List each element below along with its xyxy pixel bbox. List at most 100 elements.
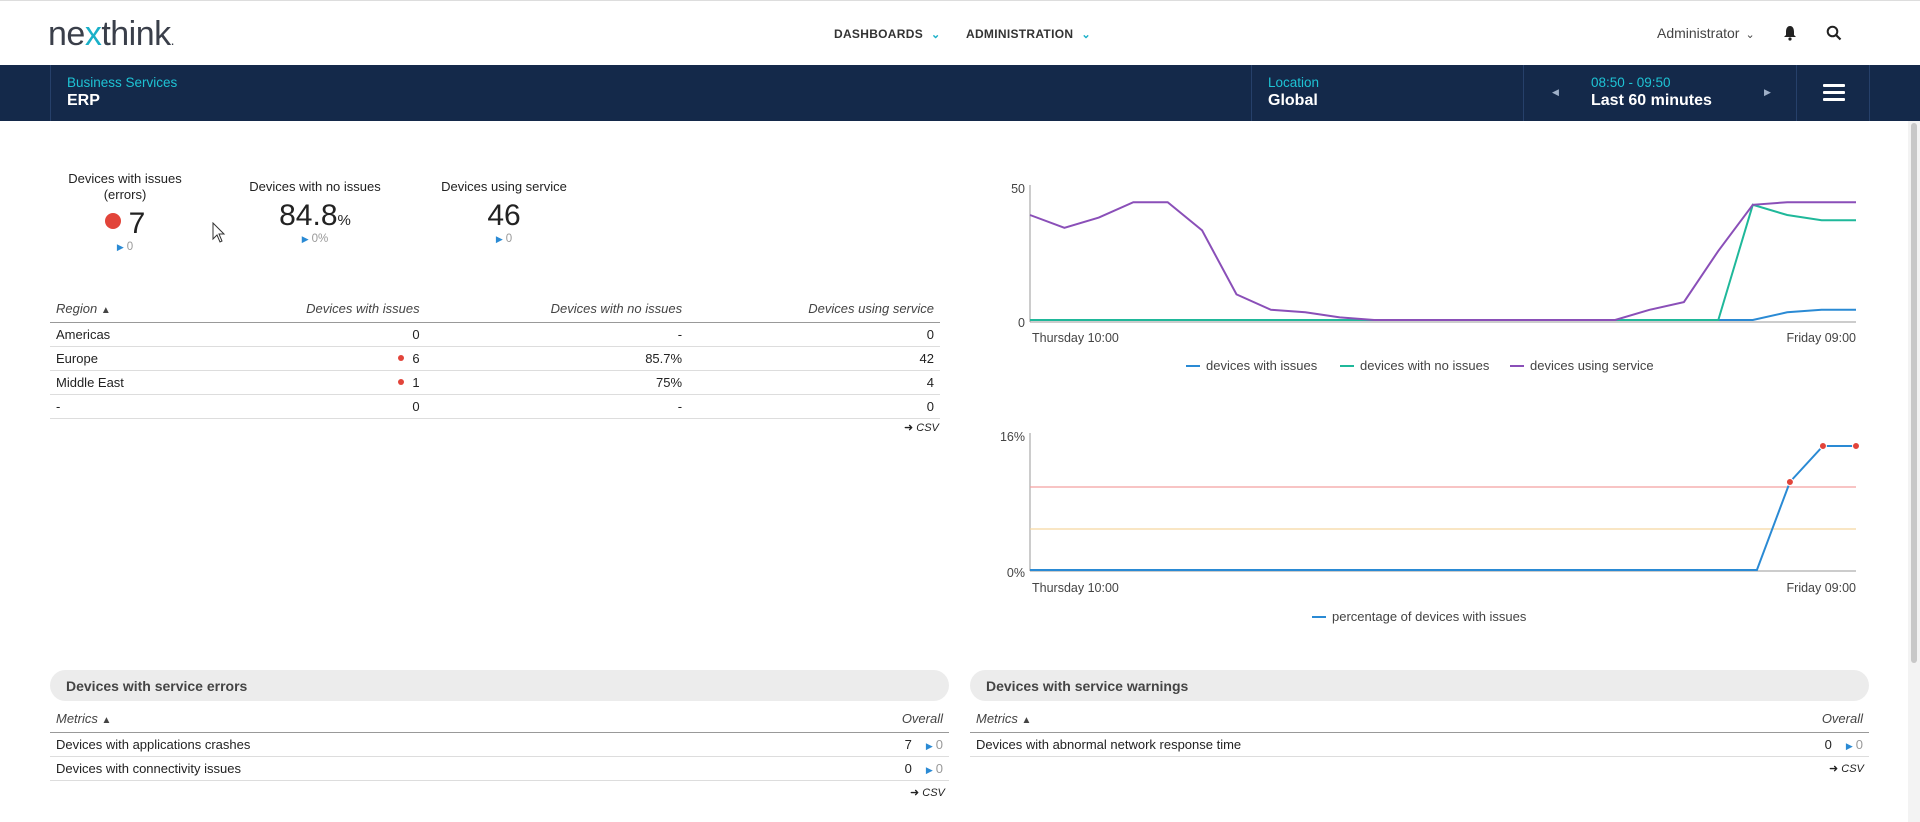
arrow-right-icon: ➜ — [904, 422, 914, 434]
legend-label: devices using service — [1530, 358, 1654, 373]
column-header-no-issues[interactable]: Devices with no issues — [425, 296, 689, 323]
csv-export-link[interactable]: ➜ CSV — [910, 787, 945, 799]
y-tick-label: 16% — [1000, 430, 1025, 444]
context-bar: Business Services ERP Location Global ◀ … — [0, 65, 1920, 121]
cell-metric: Devices with connectivity issues — [50, 756, 765, 781]
alert-point — [1852, 442, 1860, 450]
service-errors-header[interactable]: Devices with service errors — [50, 670, 949, 701]
cell-no-issues: 75% — [425, 370, 689, 395]
cell-no-issues: - — [425, 394, 689, 419]
table-row[interactable]: Devices with connectivity issues 0 ▶ 0 — [50, 756, 949, 781]
column-header-using[interactable]: Devices using service — [688, 296, 940, 323]
alert-point — [1818, 442, 1827, 450]
chart-legend: devices with issues devices with no issu… — [1186, 358, 1654, 373]
cell-region: Americas — [50, 322, 197, 347]
kpi-devices-using-service: Devices using service 46 ▶ 0 — [434, 179, 574, 245]
chevron-down-icon: ⌄ — [1081, 29, 1091, 41]
play-icon: ▶ — [1845, 740, 1853, 751]
column-header-region[interactable]: Region ▲ — [50, 296, 197, 323]
previous-arrow-icon[interactable]: ◀ — [1552, 87, 1559, 97]
kpi-value: 7 — [60, 207, 190, 241]
column-header-overall[interactable]: Overall — [764, 706, 949, 733]
location-selector[interactable]: Location Global — [1251, 65, 1523, 121]
y-tick-label: 50 — [1011, 182, 1025, 196]
sort-ascending-icon: ▲ — [1021, 715, 1032, 727]
y-tick-label: 0% — [1007, 566, 1025, 580]
play-icon: ▶ — [301, 234, 309, 244]
nexthink-logo[interactable]: nexthink. — [48, 15, 175, 53]
cell-issues: 6 — [196, 346, 426, 371]
error-dot-icon — [398, 378, 405, 385]
time-range-selector[interactable]: ◀ 08:50 - 09:50 Last 60 minutes ▶ — [1523, 65, 1796, 121]
table-row[interactable]: Devices with abnormal network response t… — [970, 732, 1869, 757]
column-header-metrics[interactable]: Metrics ▲ — [970, 706, 1725, 733]
service-label: Business Services — [67, 75, 178, 90]
hamburger-icon — [1823, 84, 1845, 105]
cell-issues: 0 — [196, 322, 426, 347]
cell-region: Middle East — [50, 370, 197, 395]
kpi-delta: ▶ 0% — [301, 233, 329, 245]
time-range-label: 08:50 - 09:50 — [1591, 75, 1671, 90]
series-line-devices-with-no-issues — [1030, 203, 1856, 321]
top-navigation-bar: nexthink. DASHBOARDS ⌄ ADMINISTRATION ⌄ Ad… — [0, 0, 1920, 65]
cell-no-issues: 85.7% — [425, 346, 689, 371]
kpi-label: Devices using service — [441, 179, 567, 194]
y-tick-label: 0 — [1018, 316, 1025, 330]
business-service-selector[interactable]: Business Services ERP — [50, 65, 1250, 121]
cell-region: - — [50, 394, 197, 419]
table-row[interactable]: - 0 - 0 — [50, 394, 940, 419]
play-icon: ▶ — [925, 764, 933, 775]
devices-trend-chart: 50 0 Thursday 10:00 Friday 09:00 devices… — [1011, 182, 1857, 373]
csv-export-link[interactable]: ➜ CSV — [1829, 763, 1864, 775]
menu-button[interactable] — [1796, 65, 1870, 121]
series-line-devices-using-service — [1029, 201, 1856, 321]
nav-dashboards[interactable]: DASHBOARDS ⌄ — [834, 27, 941, 41]
column-header-metrics[interactable]: Metrics ▲ — [50, 706, 765, 733]
location-label: Location — [1268, 75, 1320, 90]
table-row[interactable]: Middle East 1 75% 4 — [50, 370, 940, 395]
scrollbar-thumb[interactable] — [1911, 123, 1917, 663]
legend-label: devices with no issues — [1360, 358, 1490, 373]
location-value: Global — [1268, 92, 1318, 109]
cell-region: Europe — [50, 346, 197, 371]
next-arrow-icon[interactable]: ▶ — [1764, 87, 1771, 97]
service-warnings-header[interactable]: Devices with service warnings — [970, 670, 1869, 701]
search-icon[interactable] — [1826, 25, 1842, 45]
table-row[interactable]: Europe 6 85.7% 42 — [50, 346, 940, 371]
cell-metric: Devices with abnormal network response t… — [970, 732, 1725, 757]
play-icon: ▶ — [116, 242, 124, 252]
series-line-devices-with-issues — [1030, 308, 1856, 321]
chart-legend: percentage of devices with issues — [1312, 609, 1527, 624]
service-warnings-table: Metrics ▲ Overall Devices with abnormal … — [970, 706, 1869, 757]
x-tick-label: Friday 09:00 — [1787, 581, 1857, 595]
kpi-delta: ▶ 0 — [495, 233, 513, 245]
cell-overall: 0 ▶ 0 — [1724, 732, 1869, 757]
kpi-value: 84.8% — [279, 199, 351, 232]
chevron-down-icon: ⌄ — [1745, 29, 1755, 41]
cell-overall: 0 ▶ 0 — [764, 756, 949, 781]
table-row[interactable]: Americas 0 - 0 — [50, 322, 940, 347]
arrow-right-icon: ➜ — [910, 787, 920, 799]
cell-using: 0 — [688, 322, 940, 347]
kpi-devices-no-issues: Devices with no issues 84.8% ▶ 0% — [240, 179, 390, 245]
service-value: ERP — [67, 92, 100, 109]
user-menu[interactable]: Administrator ⌄ — [1657, 25, 1755, 41]
column-header-issues[interactable]: Devices with issues — [196, 296, 426, 323]
cell-metric: Devices with applications crashes — [50, 732, 765, 757]
kpi-delta: ▶ 0 — [116, 241, 134, 253]
nav-administration[interactable]: ADMINISTRATION ⌄ — [966, 27, 1091, 41]
csv-export-link[interactable]: ➜ CSV — [904, 422, 939, 434]
cell-no-issues: - — [425, 322, 689, 347]
mouse-cursor-icon — [212, 221, 226, 249]
legend-label: percentage of devices with issues — [1332, 609, 1527, 624]
x-tick-label: Friday 09:00 — [1787, 331, 1857, 345]
bell-icon[interactable] — [1783, 25, 1797, 45]
cell-using: 0 — [688, 394, 940, 419]
alert-point — [1785, 478, 1794, 486]
column-header-overall[interactable]: Overall — [1724, 706, 1869, 733]
kpi-label: Devices with issues (errors) — [68, 171, 182, 202]
table-row[interactable]: Devices with applications crashes 7 ▶ 0 — [50, 732, 949, 757]
time-range-value: Last 60 minutes — [1591, 92, 1712, 109]
region-table: Region ▲ Devices with issues Devices wit… — [50, 296, 940, 419]
play-icon: ▶ — [495, 234, 503, 244]
